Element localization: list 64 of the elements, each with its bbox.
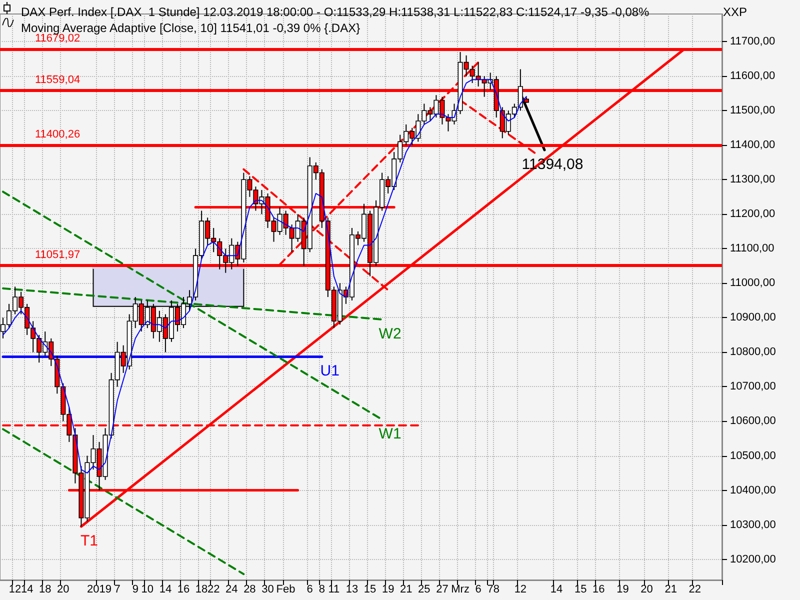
x-tick-label: 22 <box>688 584 702 596</box>
x-tick-label: 19 <box>616 584 629 596</box>
x-tick-label: 30 <box>262 584 274 596</box>
x-tick-label: 25 <box>418 584 430 596</box>
x-tick-label: 9 <box>132 584 138 596</box>
y-tick-label: 11100,00 <box>730 242 774 255</box>
x-tick-label: 7 <box>487 584 494 596</box>
ref-line-label: 11051,97 <box>35 248 80 261</box>
x-tick-label: 14 <box>159 584 172 596</box>
x-tick-label: 6 <box>475 584 482 596</box>
y-tick-label: 10500,00 <box>730 450 776 462</box>
x-tick-label: 22 <box>207 584 220 596</box>
x-tick-label: Mrz <box>451 584 470 596</box>
x-tick-label: 20 <box>57 584 70 596</box>
x-tick-label: 28 <box>244 584 256 596</box>
ref-line-label: 11400,26 <box>35 128 80 141</box>
y-tick-label: 11000,00 <box>730 277 776 290</box>
y-tick-label: 11300,00 <box>730 174 776 186</box>
y-axis-title: XXP <box>722 5 748 19</box>
x-tick-label: 24 <box>226 584 238 596</box>
series-label: W1 <box>378 426 402 443</box>
x-tick-label: 14 <box>550 584 563 596</box>
x-tick-label: 18 <box>39 584 52 596</box>
x-tick-label: 12 <box>514 584 527 596</box>
y-tick-label: 10900,00 <box>730 312 776 324</box>
x-tick-label: 27 <box>436 584 448 596</box>
x-tick-label: 19 <box>382 584 394 596</box>
ref-line-label: 11559,04 <box>35 74 80 86</box>
x-tick-label: 6 <box>306 584 313 596</box>
series-label: U1 <box>320 362 340 380</box>
y-tick-label: 10200,00 <box>730 553 776 566</box>
x-tick-label: 16 <box>177 584 190 596</box>
x-tick-label: 15 <box>364 584 376 596</box>
y-tick-label: 10400,00 <box>730 484 776 496</box>
x-tick-label: 21 <box>664 584 677 596</box>
text: Moving Average Adaptive [Close, 10] 11541,01 -0,39 0% {.DAX} <box>21 21 360 35</box>
x-tick-label: 15 <box>574 584 587 596</box>
y-tick-label: 10300,00 <box>730 518 776 531</box>
x-tick-label: 18 <box>195 584 208 596</box>
x-tick-label: 2019 <box>87 584 112 596</box>
y-tick-label: 11700,00 <box>730 36 776 48</box>
y-tick-label: 11600,00 <box>730 70 776 82</box>
x-tick-label: 8 <box>493 584 500 596</box>
x-tick-label: Feb <box>276 584 296 596</box>
x-tick-label: 12 <box>8 584 22 596</box>
ref-line-label: 11679,02 <box>35 32 80 44</box>
y-tick-label: 10700,00 <box>730 380 776 393</box>
x-tick-label: 7 <box>114 584 120 596</box>
y-tick-label: 11500,00 <box>730 104 776 117</box>
series-label: T1 <box>80 532 98 550</box>
series-label: W2 <box>378 325 402 342</box>
x-tick-label: 21 <box>400 584 412 596</box>
y-tick-label: 10800,00 <box>730 346 776 358</box>
x-tick-label: 20 <box>640 584 653 596</box>
chart-title: DAX Perf. Index [.DAX 1 Stunde] 12.03.2019 18:00:00 - O:11533,29 H:11538,31 L:11522,83 C:11524,17 -9,35 -0,08% <box>21 5 650 19</box>
x-tick-label: 14 <box>20 584 34 596</box>
x-tick-label: 10 <box>141 584 154 596</box>
x-tick-label: 16 <box>592 584 605 596</box>
y-tick-label: 10600,00 <box>730 415 776 428</box>
x-tick-label: 8 <box>318 584 325 596</box>
x-tick-label: 11 <box>328 584 340 596</box>
y-tick-label: 11200,00 <box>730 208 776 220</box>
x-tick-label: 13 <box>346 584 358 596</box>
y-tick-label: 11400,00 <box>730 139 776 152</box>
